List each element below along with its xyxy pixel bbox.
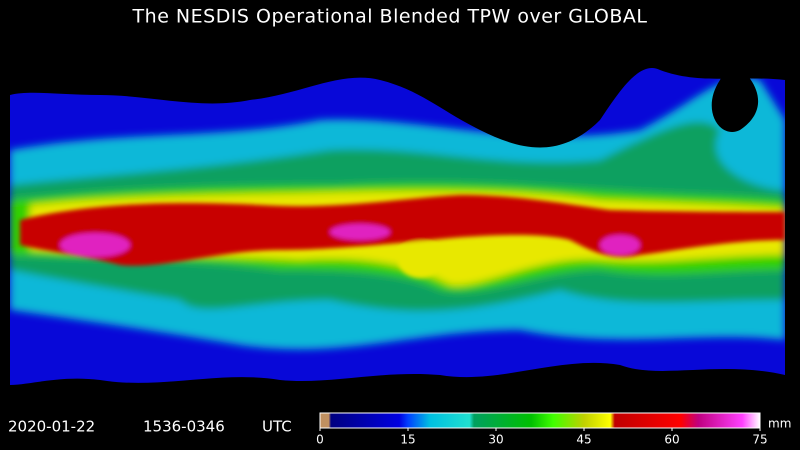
tick-label: 30 xyxy=(488,433,503,447)
time-range: 1536-0346 xyxy=(143,418,225,436)
tick-label: 75 xyxy=(752,433,767,447)
tick-label: 0 xyxy=(316,433,324,447)
title: The NESDIS Operational Blended TPW over … xyxy=(132,6,648,28)
date: 2020-01-22 xyxy=(8,418,95,436)
unit: mm xyxy=(768,417,791,431)
timezone: UTC xyxy=(262,418,292,436)
tpw-map xyxy=(10,35,785,395)
colorbar-scale xyxy=(319,412,761,429)
tick-label: 15 xyxy=(400,433,415,447)
tick-label: 60 xyxy=(664,433,679,447)
tick-label: 45 xyxy=(576,433,591,447)
